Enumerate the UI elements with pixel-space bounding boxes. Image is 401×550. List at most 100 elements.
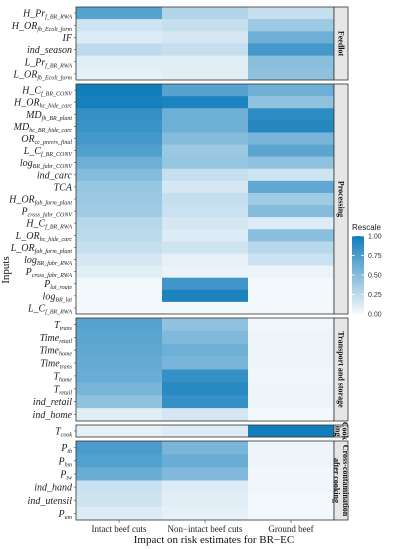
facet-strip xyxy=(333,424,349,438)
heatmap-cell xyxy=(248,31,335,44)
legend-ticks: 0.00 0.25 0.50 0.75 1.00 xyxy=(352,234,382,319)
row-label: MDfb_BR_plant xyxy=(25,110,72,122)
legend-tick-label: 0.75 xyxy=(368,253,382,260)
heatmap-cell xyxy=(76,425,163,438)
heatmap-cell xyxy=(162,441,249,455)
y-axis-label: Inputs xyxy=(0,256,12,284)
heatmap-cell xyxy=(76,408,163,422)
row-label: ind_carc xyxy=(37,170,73,181)
heatmap-cell xyxy=(248,19,335,32)
x-tick-label: Intact beef cuts xyxy=(92,524,147,534)
row-label: L_ORfab_farm_plant xyxy=(10,243,73,255)
heatmap-cell xyxy=(76,343,163,357)
row-label: H_Cf_BR_RWA xyxy=(25,219,72,231)
heatmap-cell xyxy=(162,192,249,206)
row-label: TCA xyxy=(54,182,73,193)
heatmap-cell xyxy=(162,241,249,254)
heatmap-cell xyxy=(162,108,249,121)
heatmap-cell xyxy=(162,168,249,182)
heatmap-cell xyxy=(162,395,249,409)
row-label: logBR_fabr_RWA xyxy=(24,255,72,267)
heatmap-cell xyxy=(76,265,163,278)
facet-strip xyxy=(333,83,349,315)
facet-strip xyxy=(333,6,349,81)
facet-panels: H_Prf_BR_RWAH_ORfb_Ecoli_formIFind_seaso… xyxy=(8,6,350,521)
facet-strip-label: Cross-contaminationafter cooking xyxy=(332,445,350,517)
facet-panel: H_Prf_BR_RWAH_ORfb_Ecoli_formIFind_seaso… xyxy=(11,6,349,81)
row-label: H_ORhc_hide_carc xyxy=(13,98,72,110)
heatmap-cell xyxy=(248,493,335,508)
row-label: L_ORhc_hide_carc xyxy=(15,231,73,243)
heatmap-cell xyxy=(162,330,249,345)
heatmap-cell xyxy=(76,144,163,157)
heatmap-cell xyxy=(248,480,335,494)
heatmap-cell xyxy=(76,205,163,218)
row-label: logBR_fabr_CONV xyxy=(20,158,73,170)
heatmap-cell xyxy=(162,156,249,170)
heatmap-cell xyxy=(162,301,249,315)
heatmap-cell xyxy=(76,330,163,345)
row-label: Phm xyxy=(58,456,73,468)
heatmap-cell xyxy=(162,425,249,438)
heatmap-cell xyxy=(248,343,335,357)
facet-panel: TtransTimeretailTimehomeTimetransThomeTr… xyxy=(33,317,349,422)
heatmap-cell xyxy=(76,467,163,481)
heatmap-cell xyxy=(162,382,249,396)
row-label: Plat_route xyxy=(43,279,72,291)
heatmap-cell xyxy=(248,506,335,521)
legend-tick-label: 0.50 xyxy=(368,273,382,280)
row-label: Tretail xyxy=(54,384,73,396)
facet-strip xyxy=(333,440,349,521)
heatmap-cell xyxy=(162,144,249,157)
heatmap-cell xyxy=(248,217,335,230)
heatmap-cell xyxy=(248,265,335,278)
row-label: MDhc_BR_hide_carc xyxy=(13,122,73,134)
heatmap-cell xyxy=(162,205,249,218)
heatmap-cell xyxy=(76,301,163,315)
heatmap-cell xyxy=(162,67,249,81)
heatmap-cell xyxy=(248,96,335,109)
x-tick-label: Non−intact beef cuts xyxy=(167,524,243,534)
heatmap-cell xyxy=(162,19,249,32)
facet-panel: Tcook Cooking xyxy=(55,422,349,441)
heatmap-cell xyxy=(76,241,163,254)
heatmap-cell xyxy=(162,356,249,370)
row-label: L_Cf_BR_RWA xyxy=(27,303,72,315)
heatmap-cell xyxy=(76,217,163,230)
heatmap-cell xyxy=(248,356,335,370)
row-label: Thome xyxy=(53,371,72,383)
heatmap-cell xyxy=(248,55,335,69)
heatmap-cell xyxy=(76,229,163,242)
legend-tick-label: 1.00 xyxy=(368,234,382,241)
row-label: Tcook xyxy=(55,427,72,439)
row-label: Ptw xyxy=(59,469,72,481)
heatmap-cell xyxy=(162,7,249,20)
heatmap-cell xyxy=(76,55,163,69)
heatmap-cell xyxy=(76,180,163,194)
heatmap-cell xyxy=(248,7,335,20)
heatmap-cell xyxy=(248,205,335,218)
heatmap-cell xyxy=(162,493,249,508)
heatmap-cell xyxy=(248,144,335,157)
heatmap-cell xyxy=(76,289,163,303)
legend-tick-label: 0.00 xyxy=(368,312,382,319)
heatmap-cell xyxy=(162,43,249,56)
heatmap-cell xyxy=(76,192,163,206)
heatmap-cell xyxy=(76,253,163,266)
heatmap-cell xyxy=(76,84,163,97)
heatmap-cell xyxy=(76,277,163,291)
row-label: logBR_lat xyxy=(43,291,73,303)
heatmap-cell xyxy=(162,55,249,69)
facet-strip-label: Processing xyxy=(336,181,345,217)
row-label: L_Cf_BR_CONV xyxy=(23,146,74,158)
heatmap-cell xyxy=(162,289,249,303)
heatmap-cell xyxy=(248,120,335,133)
heatmap-cell xyxy=(162,180,249,194)
heatmap-cell xyxy=(76,493,163,508)
heatmap-cell xyxy=(248,454,335,468)
heatmap-cell xyxy=(76,19,163,32)
heatmap-cell xyxy=(248,253,335,266)
facet-strip-label: Transport and storage xyxy=(336,331,345,408)
heatmap-cell xyxy=(162,369,249,383)
